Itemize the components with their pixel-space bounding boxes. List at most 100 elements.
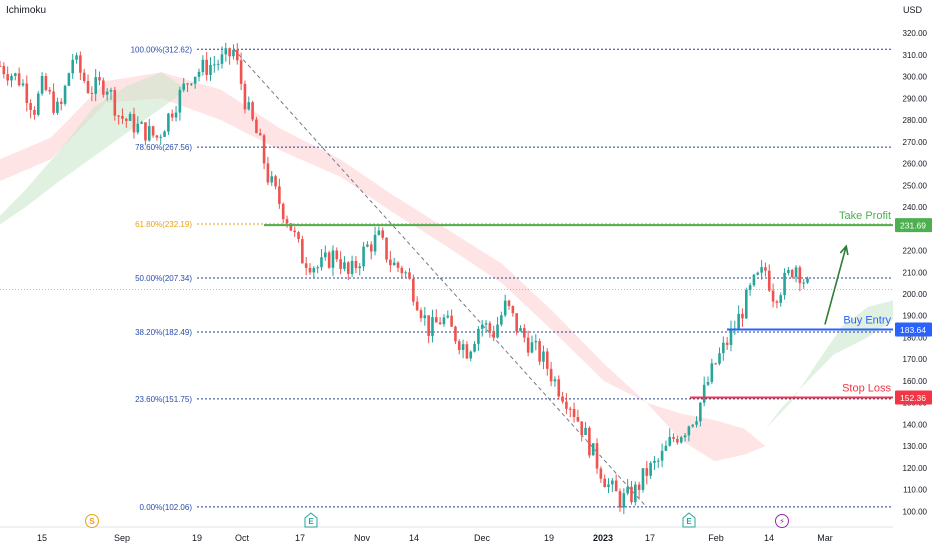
take-profit-price-tag[interactable] <box>895 218 932 233</box>
candle-body[interactable] <box>744 290 748 319</box>
candle-body[interactable] <box>706 381 710 385</box>
candle-body[interactable] <box>630 486 633 503</box>
candle-body[interactable] <box>515 313 518 332</box>
candle-body[interactable] <box>182 83 186 90</box>
candle-body[interactable] <box>48 89 52 92</box>
candle-body[interactable] <box>324 252 327 258</box>
candle-body[interactable] <box>568 408 572 410</box>
candle-body[interactable] <box>484 323 488 325</box>
candle-body[interactable] <box>668 436 672 446</box>
candle-body[interactable] <box>289 223 293 231</box>
candle-body[interactable] <box>611 480 614 485</box>
candle-body[interactable] <box>0 65 2 67</box>
candle-body[interactable] <box>186 83 189 85</box>
split-event-marker[interactable]: ⚡ <box>775 514 789 528</box>
candle-body[interactable] <box>193 76 197 84</box>
candle-body[interactable] <box>274 176 277 187</box>
candle-body[interactable] <box>2 66 6 75</box>
candle-body[interactable] <box>634 484 637 503</box>
candle-body[interactable] <box>385 237 388 260</box>
candle-body[interactable] <box>128 113 132 121</box>
candle-body[interactable] <box>247 102 251 110</box>
candle-body[interactable] <box>197 71 201 77</box>
candle-body[interactable] <box>595 443 599 469</box>
candle-body[interactable] <box>415 301 419 311</box>
candle-body[interactable] <box>679 437 683 443</box>
projection-arrow[interactable] <box>824 245 847 325</box>
candle-body[interactable] <box>281 203 285 220</box>
candle-body[interactable] <box>553 379 557 382</box>
candle-body[interactable] <box>641 468 645 490</box>
candle-body[interactable] <box>243 83 247 110</box>
candle-body[interactable] <box>660 450 664 461</box>
candle-body[interactable] <box>155 135 159 138</box>
candle-body[interactable] <box>450 315 453 327</box>
candle-body[interactable] <box>144 122 147 141</box>
candle-body[interactable] <box>6 74 9 81</box>
price-axis[interactable] <box>893 0 932 550</box>
candle-body[interactable] <box>729 328 733 345</box>
candle-body[interactable] <box>465 344 469 359</box>
candle-body[interactable] <box>102 80 105 95</box>
candle-body[interactable] <box>580 421 584 435</box>
candle-body[interactable] <box>304 263 308 268</box>
candle-body[interactable] <box>75 55 78 60</box>
candle-body[interactable] <box>366 244 369 247</box>
candle-body[interactable] <box>790 270 794 278</box>
candle-body[interactable] <box>147 126 151 141</box>
candle-body[interactable] <box>56 101 59 113</box>
candle-body[interactable] <box>427 315 430 336</box>
candle-body[interactable] <box>339 259 342 269</box>
candle-body[interactable] <box>121 115 124 119</box>
candle-body[interactable] <box>500 315 503 325</box>
candle-body[interactable] <box>59 101 63 104</box>
candle-body[interactable] <box>262 135 266 164</box>
earnings-event-marker[interactable]: E <box>682 512 696 528</box>
candle-body[interactable] <box>113 89 117 116</box>
candle-body[interactable] <box>461 344 465 350</box>
candle-body[interactable] <box>695 421 698 425</box>
candle-body[interactable] <box>748 285 752 291</box>
candle-body[interactable] <box>798 267 802 284</box>
candle-body[interactable] <box>714 363 717 365</box>
candle-body[interactable] <box>71 59 75 74</box>
candle-body[interactable] <box>346 262 350 274</box>
candle-body[interactable] <box>572 408 576 417</box>
candle-body[interactable] <box>301 239 304 264</box>
candle-body[interactable] <box>350 260 354 274</box>
candle-body[interactable] <box>603 478 606 488</box>
candle-body[interactable] <box>725 342 729 345</box>
candle-body[interactable] <box>63 85 67 104</box>
candle-body[interactable] <box>270 176 274 183</box>
candle-body[interactable] <box>10 75 13 81</box>
candle-body[interactable] <box>381 230 385 238</box>
candle-body[interactable] <box>457 341 461 350</box>
candle-body[interactable] <box>722 342 725 354</box>
candle-body[interactable] <box>561 396 564 402</box>
candle-body[interactable] <box>473 343 476 352</box>
candle-body[interactable] <box>255 119 258 134</box>
stop-loss-price-tag[interactable] <box>895 390 932 405</box>
candle-body[interactable] <box>98 77 101 81</box>
candle-body[interactable] <box>423 315 427 319</box>
candle-body[interactable] <box>419 310 423 319</box>
candle-body[interactable] <box>224 48 228 55</box>
candle-body[interactable] <box>752 274 756 286</box>
candle-body[interactable] <box>220 54 224 64</box>
candle-body[interactable] <box>794 267 798 278</box>
candle-body[interactable] <box>488 323 492 331</box>
candle-body[interactable] <box>408 272 411 279</box>
candle-body[interactable] <box>369 244 373 252</box>
candle-body[interactable] <box>151 126 155 136</box>
candle-body[interactable] <box>454 326 457 342</box>
candle-body[interactable] <box>530 342 534 353</box>
candle-body[interactable] <box>557 379 561 397</box>
candle-body[interactable] <box>442 317 446 325</box>
candle-body[interactable] <box>86 81 90 93</box>
candle-body[interactable] <box>44 76 48 90</box>
candle-body[interactable] <box>228 48 231 57</box>
candle-body[interactable] <box>431 317 434 336</box>
candle-body[interactable] <box>534 341 538 343</box>
candle-body[interactable] <box>392 262 396 266</box>
